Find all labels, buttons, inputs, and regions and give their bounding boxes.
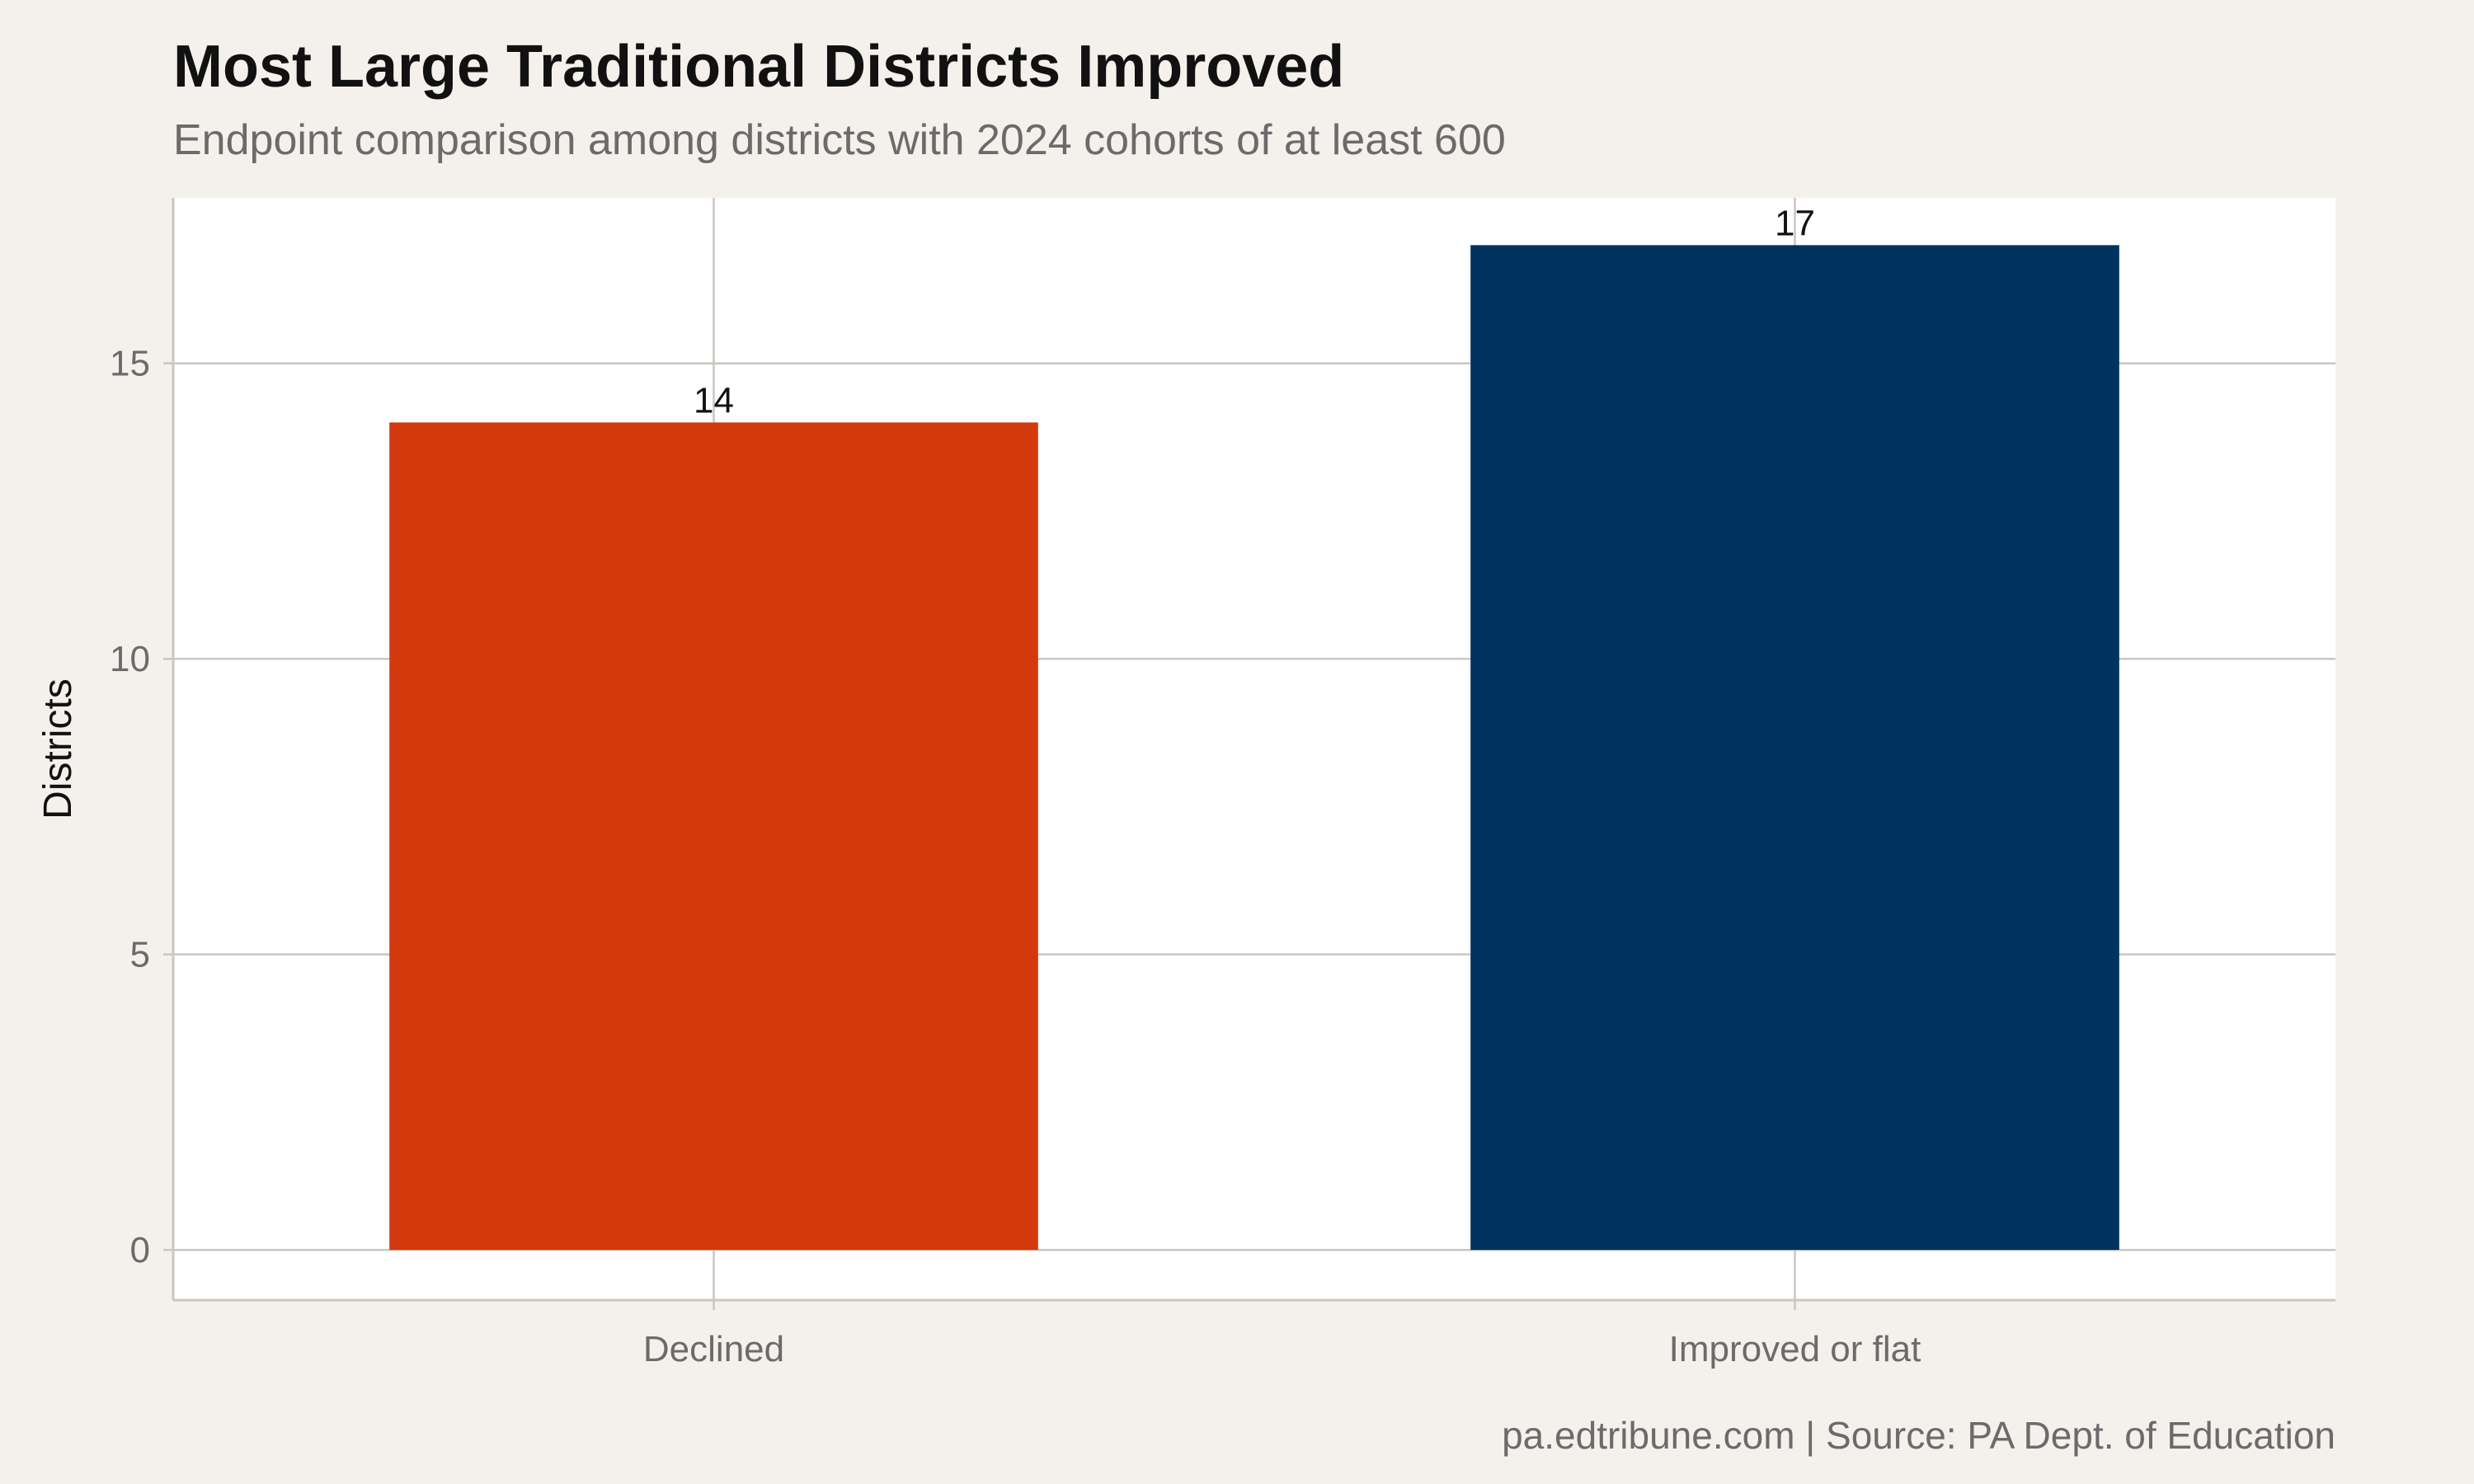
chart-title: Most Large Traditional Districts Improve… [173, 34, 1345, 100]
chart-subtitle: Endpoint comparison among districts with… [173, 116, 1506, 164]
y-tick-label: 0 [130, 1230, 150, 1270]
y-tick-label: 10 [110, 639, 150, 679]
x-tick-label: Declined [643, 1329, 784, 1369]
axes [163, 198, 2335, 1310]
y-axis-label: Districts [36, 679, 80, 819]
x-tick-label: Improved or flat [1669, 1329, 1921, 1369]
bars [389, 245, 2119, 1251]
y-tick-label: 15 [110, 344, 150, 384]
data-labels: 14 17 [694, 203, 1815, 420]
chart-caption: pa.edtribune.com | Source: PA Dept. of E… [1502, 1414, 2335, 1457]
data-label: 14 [694, 380, 734, 420]
bar-improved-or-flat [1470, 245, 2119, 1251]
data-label: 17 [1775, 203, 1815, 243]
bar-declined [389, 422, 1038, 1251]
y-tick-label: 5 [130, 935, 150, 975]
tick-labels: 0 5 10 15 Declined Improved or flat [110, 344, 1921, 1369]
